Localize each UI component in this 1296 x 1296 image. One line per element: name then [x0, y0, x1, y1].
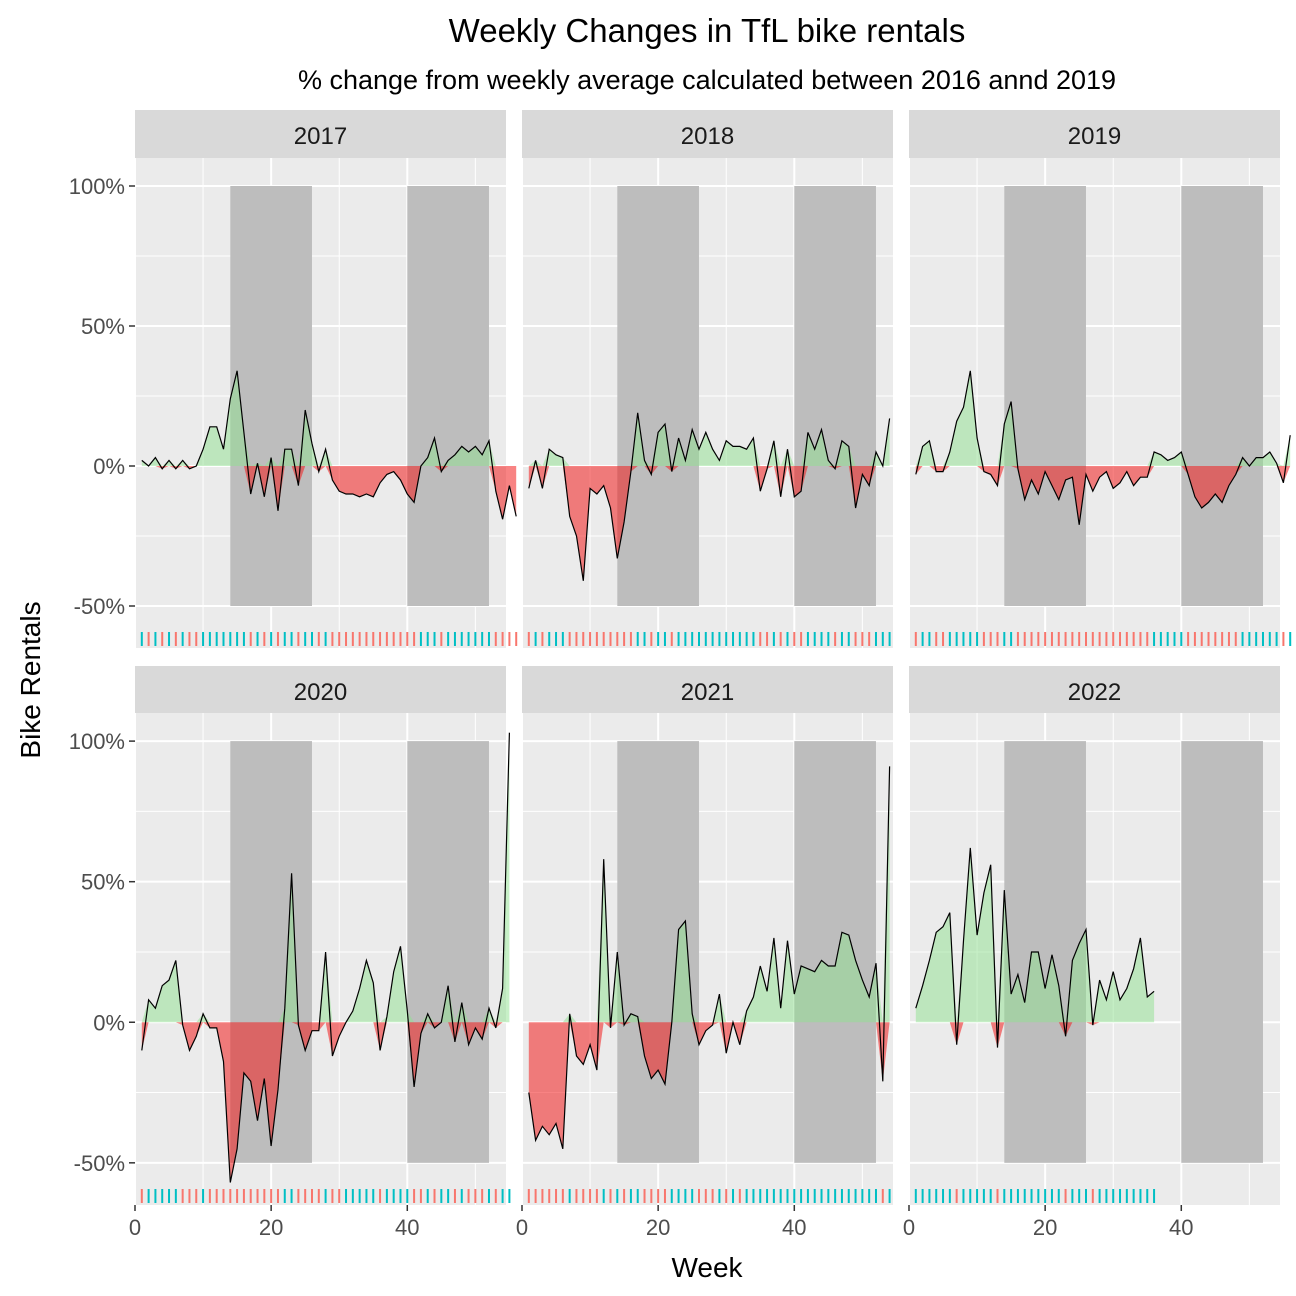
- x-tick-label: 40: [782, 1215, 806, 1240]
- panel-2020: 2020 -50% 0% 50% 100% 0 20 40: [69, 666, 511, 1240]
- negative-area: [528, 1022, 890, 1149]
- y-tick-label: 0%: [93, 1010, 125, 1035]
- x-tick-label: 20: [1033, 1215, 1057, 1240]
- series-line: [528, 766, 891, 1149]
- panel-2019: 2019: [908, 110, 1292, 648]
- facet-strip-label: 2018: [681, 123, 734, 150]
- shaded-week-range: [1181, 186, 1263, 606]
- x-tick-label: 0: [903, 1215, 915, 1240]
- facet-panels: 2017-50%0%50%100%2018 20192020-50%0%50%10…: [69, 110, 1292, 1240]
- negative-area: [141, 1022, 510, 1183]
- positive-area: [141, 732, 510, 1023]
- positive-area: [915, 847, 1155, 1023]
- shaded-week-range: [794, 741, 876, 1163]
- y-tick-label: 50%: [81, 870, 125, 895]
- series-line: [528, 412, 891, 581]
- shaded-week-range: [1004, 741, 1086, 1163]
- y-tick-label: 0%: [93, 454, 125, 479]
- x-tick-label: 20: [259, 1215, 283, 1240]
- shaded-week-range: [1181, 741, 1263, 1163]
- series-line: [141, 732, 510, 1183]
- facet-strip: [522, 666, 893, 713]
- x-tick-label: 40: [1169, 1215, 1193, 1240]
- panel-2017: 2017 -50% 0% 50% 100%: [69, 110, 518, 648]
- shaded-week-range: [617, 186, 699, 606]
- shaded-week-range: [794, 186, 876, 606]
- series-line: [141, 370, 517, 520]
- y-tick-label: -50%: [74, 1151, 125, 1176]
- facet-strip: [522, 110, 893, 158]
- x-tick-label: 40: [395, 1215, 419, 1240]
- shaded-week-range: [230, 186, 312, 606]
- positive-area: [528, 766, 890, 1023]
- shaded-week-range: [407, 741, 489, 1163]
- facet-strip-label: 2022: [1068, 679, 1121, 706]
- x-tick-label: 20: [646, 1215, 670, 1240]
- x-tick-label: 0: [129, 1215, 141, 1240]
- series-line: [915, 847, 1155, 1048]
- facet-strip-label: 2017: [294, 123, 347, 150]
- facet-strip-label: 2020: [294, 679, 347, 706]
- y-tick-label: 100%: [69, 174, 125, 199]
- x-tick-label: 0: [516, 1215, 528, 1240]
- facet-strip-label: 2019: [1068, 123, 1121, 150]
- chart-title: Weekly Changes in TfL bike rentals: [449, 12, 966, 49]
- y-tick-label: 50%: [81, 314, 125, 339]
- panel-2018: 2018: [521, 110, 893, 648]
- series-line: [915, 370, 1291, 525]
- y-tick-label: -50%: [74, 594, 125, 619]
- y-axis-title: Bike Rentals: [15, 601, 46, 758]
- shaded-week-range: [1004, 186, 1086, 606]
- facet-strip: [909, 110, 1280, 158]
- negative-area: [915, 466, 1291, 525]
- x-axis-title: Week: [671, 1252, 743, 1283]
- chart-subtitle: % change from weekly average calculated …: [298, 65, 1116, 95]
- negative-area: [528, 466, 890, 581]
- panel-2022: 2022 0 20 40: [903, 666, 1280, 1240]
- positive-area: [915, 370, 1291, 466]
- facet-strip: [135, 666, 506, 713]
- shaded-week-range: [407, 186, 489, 606]
- y-tick-label: 100%: [69, 729, 125, 754]
- facet-strip-label: 2021: [681, 679, 734, 706]
- positive-area: [528, 412, 890, 466]
- positive-area: [141, 370, 517, 466]
- facet-strip: [135, 110, 506, 158]
- panel-2021: 2021 0 20 40: [516, 666, 893, 1240]
- facet-strip: [909, 666, 1280, 713]
